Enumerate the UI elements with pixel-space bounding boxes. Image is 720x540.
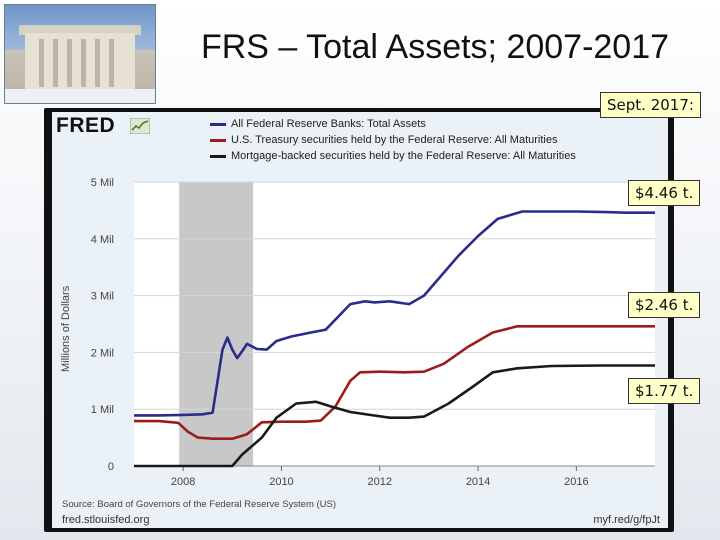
- y-tick-label-5: 5 Mil: [91, 177, 114, 189]
- series-line-treasury: [134, 324, 655, 441]
- fred-chart-icon: [130, 118, 150, 134]
- x-tick-label-0: 2008: [171, 476, 195, 488]
- legend-swatch-treasury: [210, 138, 226, 142]
- callout-date: Sept. 2017:: [600, 92, 701, 118]
- y-tick-label-0: 0: [108, 461, 114, 473]
- callout-total-assets: $4.46 t.: [628, 180, 701, 206]
- legend-label-treasury: U.S. Treasury securities held by the Fed…: [231, 134, 558, 146]
- source-note: Source: Board of Governors of the Federa…: [62, 499, 337, 510]
- legend-item-mbs: Mortgage-backed securities held by the F…: [210, 150, 576, 164]
- y-tick-label-2: 2 Mil: [91, 347, 114, 359]
- x-tick-label-3: 2014: [466, 476, 490, 488]
- x-tick-label-4: 2016: [564, 476, 588, 488]
- federal-reserve-building-photo: [4, 4, 156, 104]
- y-tick-label-3: 3 Mil: [91, 291, 114, 303]
- legend-swatch-mbs: [210, 154, 226, 158]
- legend-item-total: All Federal Reserve Banks: Total Assets: [210, 118, 426, 132]
- legend-swatch-total: [210, 122, 226, 126]
- y-tick-label-4: 4 Mil: [91, 234, 114, 246]
- fred-site-link[interactable]: fred.stlouisfed.org: [62, 514, 150, 526]
- legend-label-mbs: Mortgage-backed securities held by the F…: [231, 150, 576, 162]
- x-tick-label-1: 2010: [269, 476, 293, 488]
- slide-title: FRS – Total Assets; 2007-2017: [200, 28, 670, 66]
- fred-logo: FRED: [56, 114, 116, 137]
- recession-shading: [179, 182, 253, 466]
- short-url-link[interactable]: myf.red/g/fpJt: [593, 514, 660, 526]
- callout-mbs: $1.77 t.: [628, 378, 701, 404]
- x-tick-label-2: 2012: [368, 476, 392, 488]
- series-line-total: [134, 210, 655, 417]
- legend-item-treasury: U.S. Treasury securities held by the Fed…: [210, 134, 557, 148]
- callout-treasury: $2.46 t.: [628, 292, 701, 318]
- series-line-mbs: [134, 364, 655, 468]
- legend-label-total: All Federal Reserve Banks: Total Assets: [231, 118, 426, 130]
- y-tick-label-1: 1 Mil: [91, 404, 114, 416]
